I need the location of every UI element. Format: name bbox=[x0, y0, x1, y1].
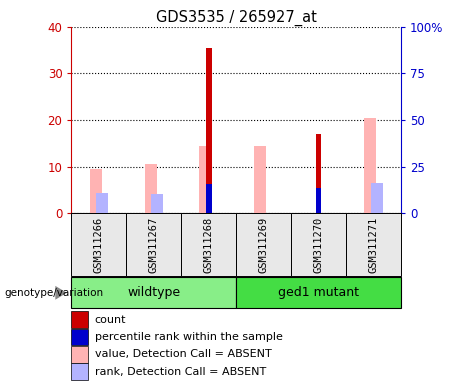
Text: GSM311267: GSM311267 bbox=[149, 217, 159, 273]
Text: GSM311266: GSM311266 bbox=[94, 217, 104, 273]
Bar bbox=[364, 118, 376, 213]
Bar bbox=[96, 193, 108, 213]
Bar bbox=[71, 329, 88, 345]
Bar bbox=[316, 188, 321, 213]
Bar bbox=[144, 164, 157, 213]
Bar bbox=[346, 213, 401, 276]
Bar bbox=[126, 213, 181, 276]
Text: GSM311270: GSM311270 bbox=[313, 217, 324, 273]
Text: GSM311271: GSM311271 bbox=[369, 217, 378, 273]
Bar bbox=[206, 184, 212, 213]
Text: rank, Detection Call = ABSENT: rank, Detection Call = ABSENT bbox=[95, 366, 266, 377]
Bar bbox=[151, 194, 163, 213]
Bar bbox=[236, 213, 291, 276]
Text: genotype/variation: genotype/variation bbox=[5, 288, 104, 298]
Bar bbox=[71, 363, 88, 380]
Text: GSM311268: GSM311268 bbox=[204, 217, 214, 273]
Text: GSM311269: GSM311269 bbox=[259, 217, 269, 273]
Bar bbox=[200, 146, 212, 213]
Bar bbox=[291, 213, 346, 276]
Bar bbox=[371, 183, 383, 213]
Text: count: count bbox=[95, 314, 126, 325]
Bar bbox=[206, 48, 212, 213]
Text: value, Detection Call = ABSENT: value, Detection Call = ABSENT bbox=[95, 349, 271, 359]
Bar bbox=[181, 213, 236, 276]
Bar bbox=[71, 213, 126, 276]
Bar bbox=[71, 277, 236, 308]
Text: percentile rank within the sample: percentile rank within the sample bbox=[95, 332, 283, 342]
Bar bbox=[236, 277, 401, 308]
Text: wildtype: wildtype bbox=[127, 286, 180, 299]
Bar bbox=[316, 134, 321, 213]
Bar bbox=[71, 311, 88, 328]
Bar bbox=[254, 146, 266, 213]
Bar bbox=[71, 346, 88, 362]
Bar bbox=[89, 169, 102, 213]
Polygon shape bbox=[55, 286, 67, 300]
Title: GDS3535 / 265927_at: GDS3535 / 265927_at bbox=[156, 9, 317, 25]
Text: ged1 mutant: ged1 mutant bbox=[278, 286, 359, 299]
